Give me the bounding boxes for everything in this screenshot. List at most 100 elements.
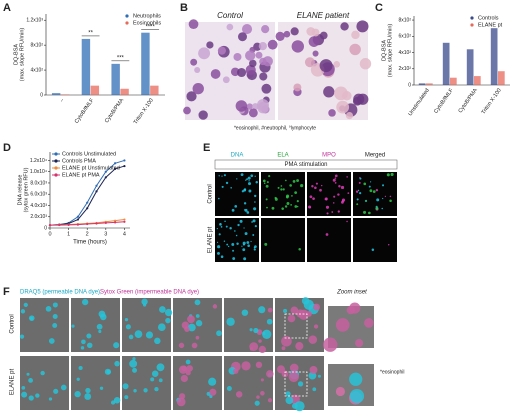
cell xyxy=(382,184,385,187)
cell xyxy=(266,370,274,378)
cell xyxy=(267,39,278,50)
y-tick-label: 8x10² xyxy=(398,17,411,23)
cell xyxy=(334,181,337,184)
cell xyxy=(21,385,26,390)
cell xyxy=(231,243,235,246)
cell xyxy=(208,377,217,386)
cell xyxy=(243,202,247,205)
y-axis-label: DNA release xyxy=(17,175,23,206)
legend-text: DRAQ5 (permeable DNA dye), xyxy=(20,290,102,296)
bar xyxy=(466,49,474,85)
point xyxy=(114,167,117,170)
cell xyxy=(253,248,256,251)
header-box xyxy=(214,159,398,170)
cell xyxy=(232,249,235,252)
cell xyxy=(259,72,268,81)
cell xyxy=(290,203,293,206)
cell xyxy=(325,233,329,236)
cell xyxy=(125,324,131,330)
panel-label: D xyxy=(3,142,11,154)
cell xyxy=(129,359,138,368)
cell xyxy=(266,181,269,184)
cell xyxy=(247,176,251,180)
point xyxy=(86,222,89,226)
cell xyxy=(355,190,359,193)
cell xyxy=(81,339,86,345)
cell xyxy=(186,365,193,372)
cell xyxy=(236,242,239,245)
cell xyxy=(260,378,264,382)
cell xyxy=(262,179,266,183)
cell xyxy=(389,199,392,203)
y-axis-label: (max. slope RFU/min) xyxy=(19,28,25,82)
cell xyxy=(335,318,350,332)
row-label: Control xyxy=(10,314,16,333)
cell xyxy=(289,184,292,187)
cell xyxy=(178,342,185,349)
cell xyxy=(313,324,319,329)
cell xyxy=(241,309,249,316)
cell xyxy=(237,32,247,42)
cell xyxy=(246,241,250,244)
x-tick-label: – xyxy=(59,97,66,104)
cell xyxy=(243,227,245,229)
cell xyxy=(235,234,238,237)
cell xyxy=(290,306,299,315)
cell xyxy=(340,185,345,190)
cell xyxy=(224,220,226,223)
cell xyxy=(375,206,379,210)
cell xyxy=(334,86,348,101)
cell xyxy=(28,315,35,321)
cell xyxy=(76,377,80,381)
cell xyxy=(194,66,201,73)
cell xyxy=(241,361,251,371)
cell xyxy=(300,184,304,188)
y-tick-label: 4x10² xyxy=(398,50,411,56)
cell xyxy=(221,185,224,189)
cell xyxy=(222,76,230,84)
cell xyxy=(217,245,221,249)
cell xyxy=(113,397,121,404)
cell xyxy=(185,370,191,376)
cell xyxy=(250,240,252,243)
panel-label: C xyxy=(375,2,383,14)
cell xyxy=(286,201,290,205)
cell xyxy=(132,367,138,373)
panel-label: E xyxy=(203,142,210,154)
cell xyxy=(375,188,379,192)
x-tick-label: Unstimulated xyxy=(407,88,430,118)
cell xyxy=(285,195,289,199)
cell xyxy=(296,179,300,182)
bar xyxy=(442,42,450,85)
point xyxy=(104,170,107,173)
cell xyxy=(219,223,221,225)
cell xyxy=(284,205,288,208)
point xyxy=(114,162,117,165)
cell xyxy=(275,31,285,41)
cell xyxy=(223,174,226,177)
cell xyxy=(217,251,220,255)
cell xyxy=(225,181,229,185)
cell xyxy=(225,225,228,228)
cell xyxy=(347,192,350,194)
cell xyxy=(180,374,188,383)
cell xyxy=(96,323,103,330)
cell xyxy=(248,180,250,182)
y-tick-label: 6.0x10³ xyxy=(30,192,47,198)
cell xyxy=(308,36,320,47)
cell xyxy=(304,57,315,68)
cell xyxy=(258,345,266,354)
image-label: Control xyxy=(217,11,243,20)
panel-label: F xyxy=(3,286,10,298)
cell xyxy=(321,184,323,187)
cell xyxy=(288,371,299,382)
y-tick-label: 8.0x10³ xyxy=(30,180,47,186)
cell xyxy=(290,27,299,36)
cell xyxy=(367,211,371,215)
cell xyxy=(363,182,367,186)
image-tile xyxy=(261,218,305,262)
cell xyxy=(187,315,195,324)
legend-marker xyxy=(125,21,129,25)
cell xyxy=(312,50,319,57)
